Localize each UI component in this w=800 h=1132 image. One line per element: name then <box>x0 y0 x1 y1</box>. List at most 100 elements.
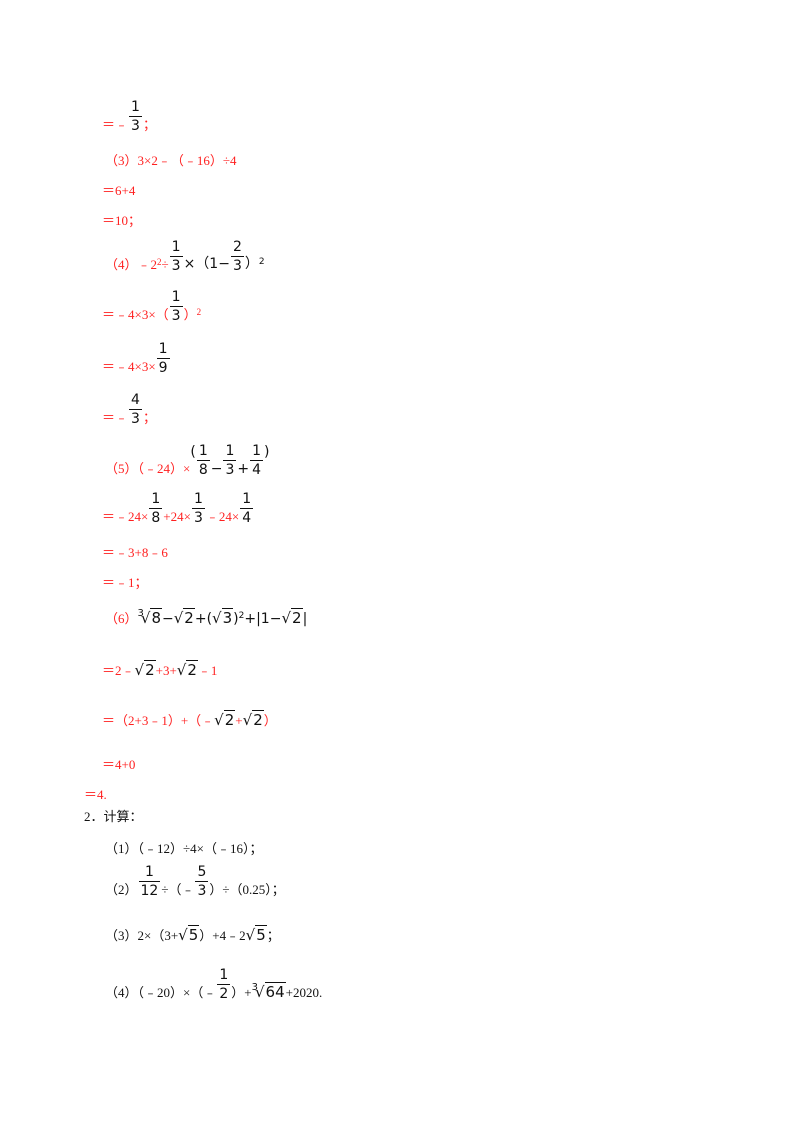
text: ＝﹣3+8﹣6 <box>102 545 168 560</box>
text: ＝10； <box>102 213 142 228</box>
text: ÷（﹣ <box>161 882 195 897</box>
text: ； <box>142 410 156 425</box>
text: ＝（2+3﹣1）+（﹣ <box>102 713 215 728</box>
square-root: √2 <box>242 710 264 729</box>
text: ）+ <box>231 985 252 1000</box>
problem-3-expression: （3）3×2﹣（﹣16）÷4 <box>105 150 236 169</box>
solution-line: ＝4+0 <box>102 754 135 773</box>
solution-line: ＝﹣3+8﹣6 <box>102 542 168 561</box>
text: ＝﹣24× <box>102 509 149 524</box>
text: ﹣1 <box>197 663 218 678</box>
solution-line: ＝6+4 <box>102 180 135 199</box>
text: ﹣24× <box>205 509 240 524</box>
text: ）÷（0.25）； <box>209 882 285 897</box>
text: ( <box>190 444 196 460</box>
exponent: 2 <box>238 611 245 621</box>
square-root: √5 <box>178 925 200 944</box>
text: ＝﹣4×3×（ <box>102 307 169 322</box>
text: +( <box>194 611 213 627</box>
text: （3）2×（3+ <box>105 928 179 943</box>
text: ＝4+0 <box>102 757 136 772</box>
text: （6） <box>105 611 138 626</box>
text: +3+ <box>155 663 177 678</box>
solution-line: ＝10； <box>102 210 141 229</box>
text: − <box>162 611 174 627</box>
text: ）+4﹣2 <box>199 928 246 943</box>
text: ＝﹣ <box>102 117 129 132</box>
fraction: 1 12 <box>138 864 161 899</box>
text: +2020. <box>285 985 323 1000</box>
text: （4）（﹣20）×（﹣ <box>105 985 217 1000</box>
text: ＝6+4 <box>102 183 136 198</box>
problem-6-expression: （6） 3 √8 − √2 +( √3 ) 2 +|1− √2 | <box>105 608 307 627</box>
square-root: √2 <box>173 608 195 627</box>
problem-2-q1: （1）（﹣12）÷4×（﹣16）； <box>105 838 262 857</box>
text: （4）﹣2 <box>105 257 158 272</box>
text: （5）（﹣24）× <box>105 461 191 476</box>
text: ＝2﹣ <box>102 663 135 678</box>
square-root: √2 <box>176 660 198 679</box>
text: ＝﹣4×3× <box>102 359 156 374</box>
exponent: 2 <box>258 257 265 267</box>
text: ； <box>142 117 156 132</box>
text: ) <box>264 444 270 460</box>
square-root: √3 <box>212 608 234 627</box>
text: + <box>237 461 250 477</box>
text: − <box>210 461 223 477</box>
solution-line: ＝﹣1； <box>102 572 148 591</box>
text: ÷ <box>161 257 169 272</box>
text: +24× <box>163 509 191 524</box>
text: （2） <box>105 882 138 897</box>
text: ） <box>263 713 277 728</box>
cube-root: √64 <box>254 982 286 1001</box>
text: （3）3×2﹣（﹣16）÷4 <box>105 153 237 168</box>
text: ) <box>233 611 239 627</box>
root-index: 3 <box>251 982 258 993</box>
square-root: √2 <box>281 608 303 627</box>
solution-line: ＝（2+3﹣1）+（﹣ √2 + √2 ） <box>102 710 277 729</box>
square-root: √2 <box>134 660 156 679</box>
text: ＝﹣1； <box>102 575 148 590</box>
text: +|1− <box>244 611 282 627</box>
solution-line: ＝4. <box>84 784 107 803</box>
text: ×（1− <box>183 256 230 272</box>
cube-root: √8 <box>140 608 162 627</box>
text: | <box>302 611 308 627</box>
text: ） <box>244 256 259 272</box>
square-root: √2 <box>214 710 236 729</box>
text: ； <box>266 928 280 943</box>
text: ＝4. <box>84 787 107 802</box>
text: ） <box>183 307 197 322</box>
problem-2-q3: （3）2×（3+ √5 ）+4﹣2 √5 ； <box>105 925 280 944</box>
text: + <box>235 713 243 728</box>
text: 2．计算： <box>84 809 143 824</box>
exponent: 2 <box>157 257 162 267</box>
root-index: 3 <box>137 608 144 619</box>
text: （1）（﹣12）÷4×（﹣16）； <box>105 841 263 856</box>
problem-2-heading: 2．计算： <box>84 806 143 825</box>
text: ＝﹣ <box>102 410 129 425</box>
